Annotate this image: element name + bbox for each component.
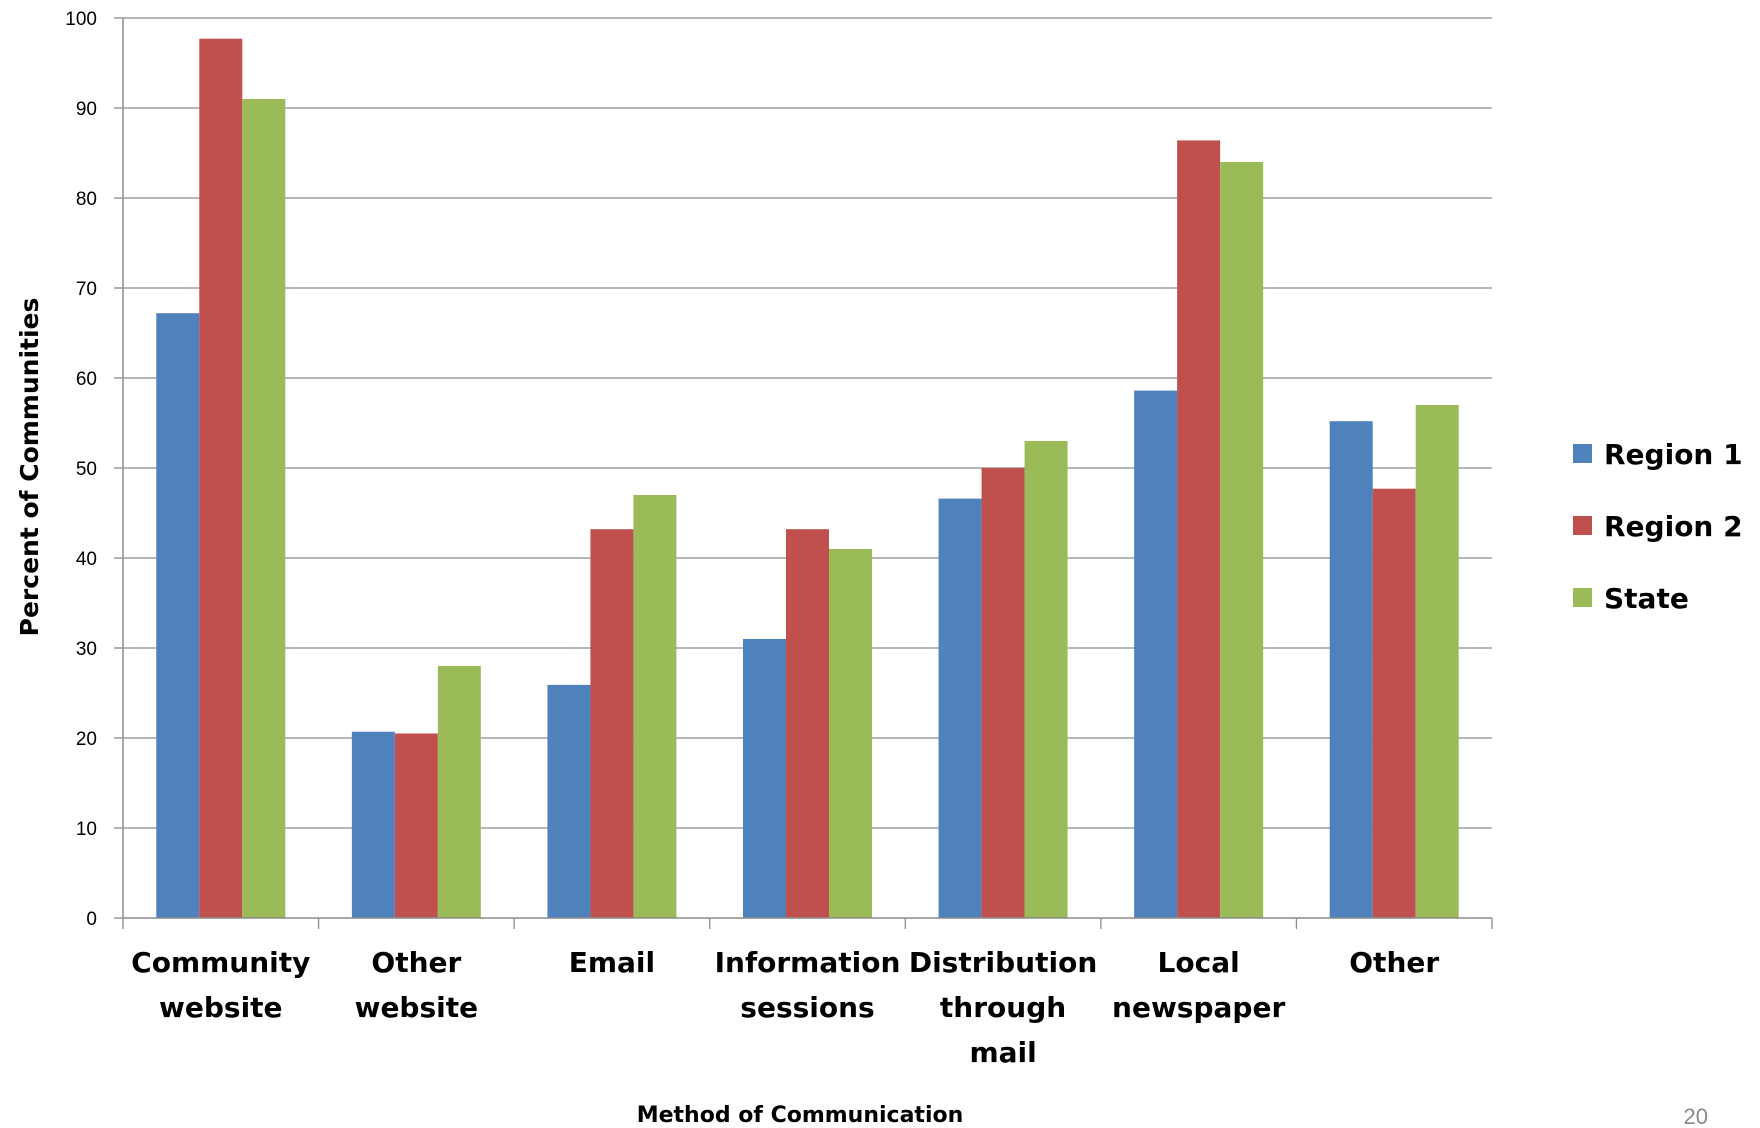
bar-region-2 xyxy=(786,529,829,918)
legend-swatch xyxy=(1573,516,1592,535)
y-tick-label: 50 xyxy=(76,459,97,480)
bar-region-1 xyxy=(547,684,591,918)
bar-state xyxy=(1024,441,1068,918)
bar-region-1 xyxy=(351,731,395,918)
bar-region-2 xyxy=(590,529,634,918)
category-label: sessions xyxy=(740,991,874,1024)
x-axis-title: Method of Communication xyxy=(637,1103,964,1128)
y-tick-labels: 0 10 20 30 40 50 60 70 80 90 100 xyxy=(65,9,97,930)
y-tick-label: 20 xyxy=(76,729,97,750)
legend-label: Region 2 xyxy=(1604,510,1743,543)
bar-state xyxy=(633,495,677,918)
category-label: Other xyxy=(371,946,461,979)
bar-region-2 xyxy=(394,733,438,918)
legend-swatch xyxy=(1573,588,1592,607)
legend-swatch xyxy=(1573,444,1592,463)
category-label: Distribution xyxy=(909,946,1097,979)
bar-region-1 xyxy=(1134,390,1178,919)
legend-label: Region 1 xyxy=(1604,438,1743,471)
bar-region-2 xyxy=(1177,140,1221,918)
bar-state xyxy=(829,549,872,918)
category-label: Email xyxy=(569,946,655,979)
bar-state xyxy=(1415,405,1459,918)
y-tick-label: 10 xyxy=(76,819,97,840)
legend: Region 1 Region 2 State xyxy=(1573,438,1743,615)
category-labels: Community website Other website Email Informa… xyxy=(131,946,1439,1069)
y-tick-label: 60 xyxy=(76,369,97,390)
y-tick-label: 40 xyxy=(76,549,97,570)
bar-region-2 xyxy=(1372,488,1416,918)
bar-state xyxy=(242,99,286,918)
category-label: Information xyxy=(715,946,901,979)
y-tick-label: 80 xyxy=(76,189,97,210)
bars xyxy=(156,38,1459,919)
category-label: website xyxy=(159,991,283,1024)
y-axis-title: Percent of Communities xyxy=(15,298,44,637)
category-label: Local xyxy=(1158,946,1240,979)
bar-state xyxy=(437,666,481,918)
bar-region-1 xyxy=(156,313,200,918)
bar-region-2 xyxy=(981,468,1025,918)
page-number: 20 xyxy=(1684,1104,1708,1128)
category-label: newspaper xyxy=(1112,991,1285,1024)
bar-region-1 xyxy=(938,498,982,918)
y-tick-label: 100 xyxy=(65,9,97,30)
axes xyxy=(114,17,1493,929)
category-label: Other xyxy=(1349,946,1439,979)
category-label: Community xyxy=(131,946,310,979)
bar-region-2 xyxy=(199,38,243,918)
legend-label: State xyxy=(1604,582,1689,615)
y-tick-label: 70 xyxy=(76,279,97,300)
bar-state xyxy=(1220,162,1264,918)
bar-region-1 xyxy=(1329,421,1373,918)
category-label: website xyxy=(355,991,479,1024)
bar-region-1 xyxy=(743,639,786,918)
gridlines xyxy=(123,17,1492,829)
y-tick-label: 30 xyxy=(76,639,97,660)
y-tick-label: 0 xyxy=(86,909,97,930)
category-label: through xyxy=(940,991,1066,1024)
category-label: mail xyxy=(969,1036,1036,1069)
y-tick-label: 90 xyxy=(76,99,97,120)
